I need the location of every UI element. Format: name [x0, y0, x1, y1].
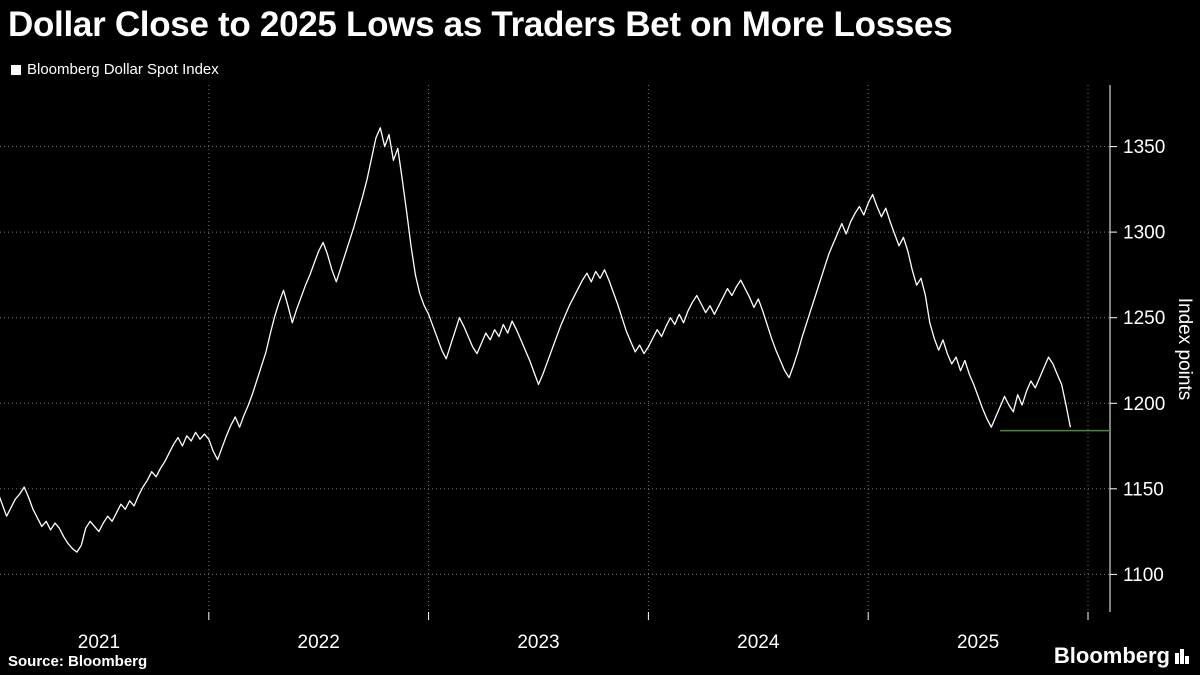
y-tick-label: 1200 — [1123, 394, 1165, 415]
legend: Bloomberg Dollar Spot Index — [11, 61, 219, 78]
price-chart: 1100 1150 1200 1250 1300 1350 2021 2022 2023 2024… — [0, 85, 1200, 665]
y-tick-label: 1150 — [1123, 479, 1164, 500]
chart-title: Dollar Close to 2025 Lows as Traders Bet… — [8, 5, 953, 44]
y-tick-label: 1100 — [1123, 565, 1164, 586]
legend-swatch-icon — [11, 64, 21, 75]
price-line — [0, 127, 1072, 553]
y-tick-label: 1300 — [1123, 223, 1165, 244]
bloomberg-wordmark: Bloomberg — [1053, 643, 1170, 668]
x-tick-label: 2022 — [298, 632, 340, 653]
y-tick-label: 1350 — [1123, 137, 1165, 158]
x-tick-label: 2024 — [737, 632, 780, 653]
x-tick-label: 2021 — [78, 632, 120, 653]
x-tick-label: 2025 — [957, 632, 999, 653]
y-axis-title: Index points — [1174, 297, 1195, 401]
bloomberg-mark-icon — [1175, 648, 1189, 664]
x-tick-label: 2023 — [517, 632, 559, 653]
legend-label: Bloomberg Dollar Spot Index — [27, 61, 219, 78]
bloomberg-logo: Bloomberg — [1054, 643, 1190, 669]
y-tick-label: 1250 — [1123, 308, 1165, 329]
source-note: Source: Bloomberg — [8, 653, 148, 670]
chart-svg: 1100 1150 1200 1250 1300 1350 2021 2022 2023 2024… — [0, 85, 1165, 653]
